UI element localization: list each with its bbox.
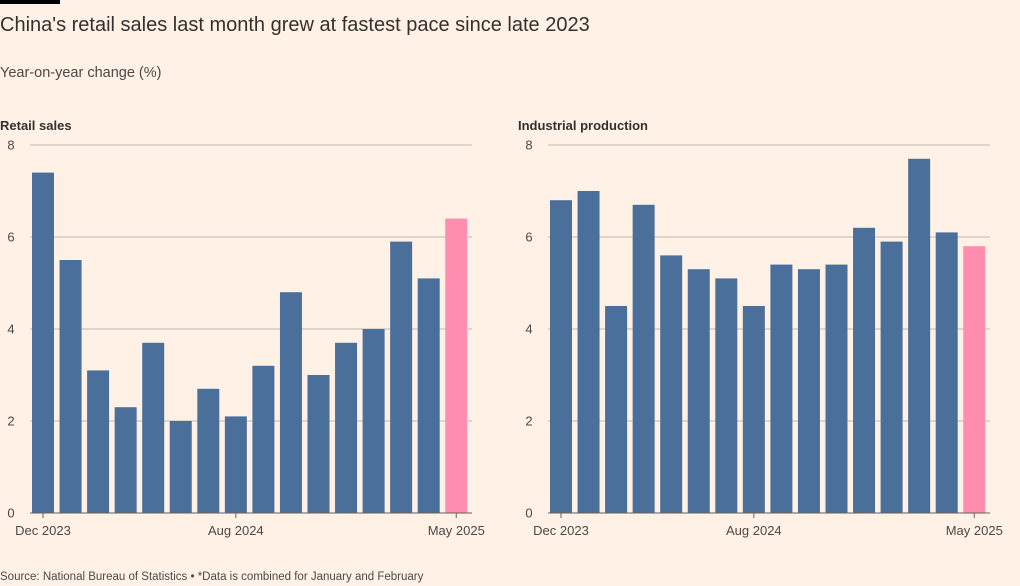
bar: Feb 2024*: 7 [577,191,600,513]
bar: Sep 2024: 5.4 [770,264,793,513]
bar: Aug 2024: 4.5 [742,306,765,513]
y-tick-label: 6 [7,230,14,245]
bar: Dec 2024: 6.2 [853,227,876,514]
bar: Feb 2025*: 5.9 [880,241,903,513]
bar: May 2024: 3.7 [142,342,165,513]
bar: Dec 2023: 7.4 [32,172,54,513]
bar: Nov 2024: 5.4 [825,264,848,513]
bar: Apr 2024: 2.3 [114,407,137,513]
x-tick-label: May 2025 [428,523,485,538]
bar: Mar 2025: 7.7 [908,158,931,514]
y-tick-label: 2 [7,414,14,429]
brand-bar [0,0,60,4]
y-tick-label: 0 [525,506,532,521]
bar: May 2024: 5.6 [660,255,683,513]
bar: Dec 2023: 6.8 [550,200,572,513]
bar: Jul 2024: 2.7 [197,388,220,513]
bar: Mar 2024: 3.1 [87,370,110,513]
bar: Aug 2024: 2.1 [224,416,247,513]
x-tick-label: Aug 2024 [726,523,782,538]
bar: May 2025: 6.4 [445,218,468,513]
y-tick-label: 6 [525,230,532,245]
x-tick-label: Dec 2023 [533,523,589,538]
bar: May 2025: 5.8 [963,246,986,513]
y-tick-label: 8 [525,138,532,153]
panel-retail-sales: Retail sales 0 2 4 6 8 Dec 2023: 7.4Feb 2024*… [0,118,485,538]
y-tick-label: 8 [7,138,14,153]
source-note: Source: National Bureau of Statistics • … [0,571,424,583]
bar: Jun 2024: 5.3 [687,269,710,513]
bar: Sep 2024: 3.2 [252,365,275,513]
y-tick-label: 2 [525,414,532,429]
y-tick-label: 4 [525,322,532,337]
bar: Feb 2025*: 4 [362,329,385,513]
bar: Apr 2025: 5.1 [417,278,440,513]
bar: Jun 2024: 2 [169,421,192,513]
bar: Oct 2024: 4.8 [279,292,302,513]
chart-title: China's retail sales last month grew at … [0,14,590,36]
panel-industrial-production: Industrial production 0 2 4 6 8 Dec 2023: 6.8… [518,118,1003,538]
bar: Oct 2024: 5.3 [797,269,820,513]
y-tick-label: 0 [7,506,14,521]
panel-title-retail-sales: Retail sales [0,118,72,133]
bar: Apr 2025: 6.1 [935,232,958,513]
y-tick-label: 4 [7,322,14,337]
bar: Jul 2024: 5.1 [715,278,738,513]
panel-title-industrial-production: Industrial production [518,118,648,133]
x-tick-label: Aug 2024 [208,523,264,538]
chart-subtitle: Year-on-year change (%) [0,65,162,81]
bar: Mar 2024: 4.5 [605,306,628,513]
bar: Apr 2024: 6.7 [632,204,655,514]
x-tick-label: Dec 2023 [15,523,71,538]
bar: Feb 2024*: 5.5 [59,260,82,513]
bar: Nov 2024: 3 [307,375,330,513]
x-tick-label: May 2025 [946,523,1003,538]
bar: Dec 2024: 3.7 [335,342,358,513]
bar: Mar 2025: 5.9 [390,241,413,513]
